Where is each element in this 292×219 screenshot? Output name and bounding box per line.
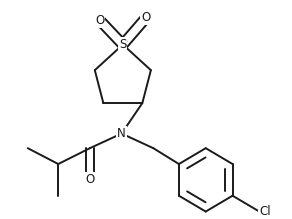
Text: O: O	[141, 11, 151, 24]
Text: Cl: Cl	[259, 205, 271, 218]
Text: S: S	[119, 38, 126, 51]
Text: O: O	[95, 14, 104, 27]
Text: N: N	[117, 127, 126, 140]
Text: O: O	[85, 173, 95, 186]
